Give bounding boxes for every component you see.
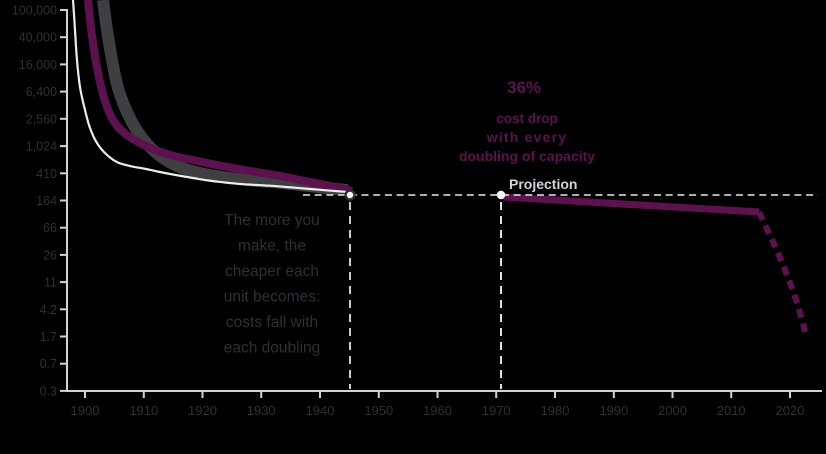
svg-text:1970: 1970 <box>482 403 511 418</box>
svg-text:1.7: 1.7 <box>40 330 57 344</box>
svg-text:1900: 1900 <box>71 403 100 418</box>
svg-text:costs fall with: costs fall with <box>226 314 318 331</box>
svg-text:36%: 36% <box>507 78 541 97</box>
svg-text:doubling of capacity: doubling of capacity <box>459 148 595 164</box>
svg-text:each doubling: each doubling <box>224 340 321 357</box>
svg-text:The more you: The more you <box>224 212 320 229</box>
svg-text:1980: 1980 <box>541 403 570 418</box>
svg-text:1960: 1960 <box>423 403 452 418</box>
svg-text:1950: 1950 <box>364 403 393 418</box>
svg-text:6,400: 6,400 <box>26 85 57 99</box>
svg-text:1940: 1940 <box>306 403 335 418</box>
svg-text:1,024: 1,024 <box>26 140 57 154</box>
svg-text:66: 66 <box>43 221 57 235</box>
svg-text:Projection: Projection <box>509 176 577 192</box>
svg-text:1990: 1990 <box>599 403 628 418</box>
svg-text:26: 26 <box>43 248 57 262</box>
svg-text:2000: 2000 <box>658 403 687 418</box>
svg-text:0.3: 0.3 <box>40 384 57 398</box>
svg-text:cost drop: cost drop <box>496 111 558 126</box>
svg-text:2,560: 2,560 <box>26 112 57 126</box>
svg-text:make, the: make, the <box>238 238 306 255</box>
svg-text:1910: 1910 <box>129 403 158 418</box>
svg-text:with every: with every <box>486 129 567 145</box>
svg-text:164: 164 <box>36 194 57 208</box>
svg-text:1930: 1930 <box>247 403 276 418</box>
svg-text:410: 410 <box>36 167 57 181</box>
svg-text:40,000: 40,000 <box>19 31 57 45</box>
svg-text:11: 11 <box>44 276 57 290</box>
svg-text:4.2: 4.2 <box>40 303 57 317</box>
svg-text:cheaper each: cheaper each <box>225 263 319 280</box>
svg-text:16,000: 16,000 <box>19 58 57 72</box>
svg-text:100,000: 100,000 <box>12 4 57 18</box>
svg-text:2010: 2010 <box>717 403 746 418</box>
svg-text:1920: 1920 <box>188 403 217 418</box>
svg-text:0.7: 0.7 <box>40 357 57 371</box>
svg-text:2020: 2020 <box>776 403 805 418</box>
svg-text:unit becomes:: unit becomes: <box>224 289 321 306</box>
